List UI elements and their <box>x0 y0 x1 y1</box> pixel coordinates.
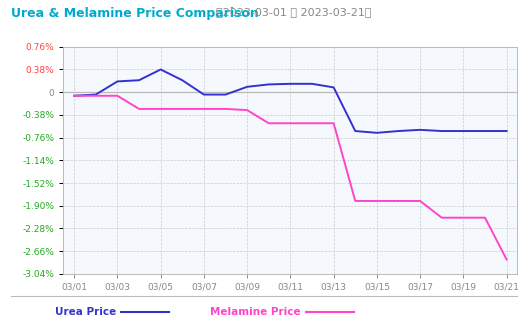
Text: Melamine Price: Melamine Price <box>210 307 301 317</box>
Text: Urea & Melamine Price Comparison: Urea & Melamine Price Comparison <box>11 7 258 20</box>
Text: Urea Price: Urea Price <box>55 307 116 317</box>
Text: （2023-03-01 － 2023-03-21）: （2023-03-01 － 2023-03-21） <box>216 7 372 17</box>
